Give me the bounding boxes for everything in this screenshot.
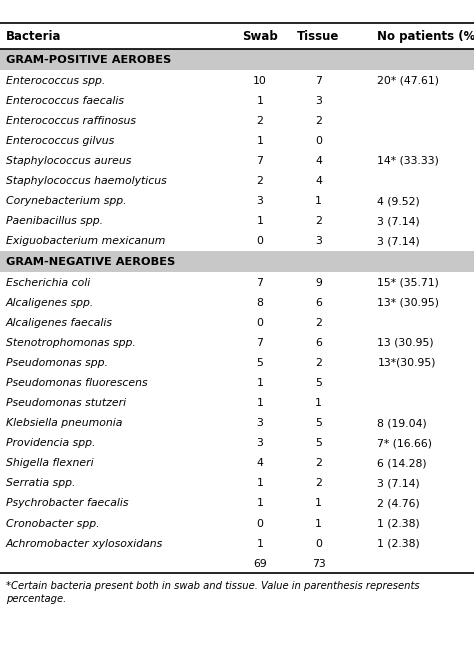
Text: 5: 5	[256, 358, 263, 368]
Text: Psychrobacter faecalis: Psychrobacter faecalis	[6, 498, 128, 508]
Text: 3: 3	[256, 196, 263, 206]
Text: Alcaligenes faecalis: Alcaligenes faecalis	[6, 318, 113, 328]
Text: 7: 7	[256, 156, 263, 166]
Text: 2: 2	[315, 478, 322, 488]
Text: 2: 2	[315, 358, 322, 368]
Text: 1 (2.38): 1 (2.38)	[377, 518, 420, 529]
Text: Bacteria: Bacteria	[6, 30, 61, 43]
Text: 3 (7.14): 3 (7.14)	[377, 236, 420, 246]
Text: 2: 2	[315, 458, 322, 468]
Text: 10: 10	[253, 76, 267, 86]
Text: 1: 1	[256, 96, 263, 106]
Text: 20* (47.61): 20* (47.61)	[377, 76, 439, 86]
Text: 1: 1	[315, 518, 322, 529]
Text: 7: 7	[256, 278, 263, 288]
Text: 6 (14.28): 6 (14.28)	[377, 458, 427, 468]
Text: Serratia spp.: Serratia spp.	[6, 478, 75, 488]
Text: Klebsiella pneumonia: Klebsiella pneumonia	[6, 418, 122, 428]
Text: Exiguobacterium mexicanum: Exiguobacterium mexicanum	[6, 236, 165, 246]
Text: 1 (2.38): 1 (2.38)	[377, 539, 420, 549]
Text: percentage.: percentage.	[6, 594, 66, 604]
Text: Corynebacterium spp.: Corynebacterium spp.	[6, 196, 126, 206]
Text: 5: 5	[315, 418, 322, 428]
Text: Shigella flexneri: Shigella flexneri	[6, 458, 93, 468]
Text: Enterococcus gilvus: Enterococcus gilvus	[6, 136, 114, 146]
Text: *Certain bacteria present both in swab and tissue. Value in parenthesis represen: *Certain bacteria present both in swab a…	[6, 581, 419, 591]
Text: 1: 1	[315, 498, 322, 508]
Text: Swab: Swab	[242, 30, 278, 43]
Text: 69: 69	[253, 559, 267, 569]
Text: 1: 1	[256, 216, 263, 226]
Text: 0: 0	[256, 236, 263, 246]
Text: 3: 3	[315, 236, 322, 246]
Text: 2: 2	[315, 318, 322, 328]
Text: Escherichia coli: Escherichia coli	[6, 278, 90, 288]
Text: 13 (30.95): 13 (30.95)	[377, 338, 434, 348]
Text: Staphylococcus haemolyticus: Staphylococcus haemolyticus	[6, 176, 166, 186]
Text: 1: 1	[315, 196, 322, 206]
Text: 4: 4	[256, 458, 263, 468]
Text: 9: 9	[315, 278, 322, 288]
Text: Staphylococcus aureus: Staphylococcus aureus	[6, 156, 131, 166]
Text: GRAM-NEGATIVE AEROBES: GRAM-NEGATIVE AEROBES	[6, 257, 175, 267]
Text: GRAM-POSITIVE AEROBES: GRAM-POSITIVE AEROBES	[6, 55, 171, 65]
Text: Achromobacter xylosoxidans: Achromobacter xylosoxidans	[6, 539, 163, 549]
Text: 3: 3	[256, 438, 263, 448]
Text: Tissue: Tissue	[297, 30, 340, 43]
Text: 15* (35.71): 15* (35.71)	[377, 278, 439, 288]
Text: Paenibacillus spp.: Paenibacillus spp.	[6, 216, 103, 226]
Text: 7* (16.66): 7* (16.66)	[377, 438, 432, 448]
Text: 4 (9.52): 4 (9.52)	[377, 196, 420, 206]
Text: 2: 2	[256, 176, 263, 186]
Text: 1: 1	[256, 539, 263, 549]
Text: 5: 5	[315, 378, 322, 388]
Text: 1: 1	[256, 398, 263, 408]
Text: 2: 2	[315, 216, 322, 226]
Text: Pseudomonas fluorescens: Pseudomonas fluorescens	[6, 378, 147, 388]
Bar	[0, 251, 474, 272]
Bar	[0, 49, 474, 70]
Text: Stenotrophomonas spp.: Stenotrophomonas spp.	[6, 338, 136, 348]
Text: 2 (4.76): 2 (4.76)	[377, 498, 420, 508]
Text: 4: 4	[315, 176, 322, 186]
Text: 13*(30.95): 13*(30.95)	[377, 358, 436, 368]
Text: 4: 4	[315, 156, 322, 166]
Text: 3: 3	[256, 418, 263, 428]
Text: Pseudomonas spp.: Pseudomonas spp.	[6, 358, 108, 368]
Text: 8: 8	[256, 298, 263, 308]
Text: 0: 0	[256, 318, 263, 328]
Text: 7: 7	[315, 76, 322, 86]
Text: Providencia spp.: Providencia spp.	[6, 438, 95, 448]
Text: 0: 0	[256, 518, 263, 529]
Text: 1: 1	[256, 478, 263, 488]
Text: 3 (7.14): 3 (7.14)	[377, 478, 420, 488]
Text: No patients (%): No patients (%)	[377, 30, 474, 43]
Text: 6: 6	[315, 298, 322, 308]
Text: Enterococcus raffinosus: Enterococcus raffinosus	[6, 116, 136, 126]
Text: 7: 7	[256, 338, 263, 348]
Text: 6: 6	[315, 338, 322, 348]
Text: 13* (30.95): 13* (30.95)	[377, 298, 439, 308]
Text: 5: 5	[315, 438, 322, 448]
Text: 73: 73	[311, 559, 326, 569]
Text: 2: 2	[315, 116, 322, 126]
Text: Enterococcus faecalis: Enterococcus faecalis	[6, 96, 124, 106]
Text: Pseudomonas stutzeri: Pseudomonas stutzeri	[6, 398, 126, 408]
Text: Alcaligenes spp.: Alcaligenes spp.	[6, 298, 94, 308]
Text: 3: 3	[315, 96, 322, 106]
Text: Enterococcus spp.: Enterococcus spp.	[6, 76, 105, 86]
Text: 1: 1	[256, 378, 263, 388]
Text: 8 (19.04): 8 (19.04)	[377, 418, 427, 428]
Text: Cronobacter spp.: Cronobacter spp.	[6, 518, 100, 529]
Text: 3 (7.14): 3 (7.14)	[377, 216, 420, 226]
Text: 1: 1	[315, 398, 322, 408]
Text: 0: 0	[315, 136, 322, 146]
Text: 14* (33.33): 14* (33.33)	[377, 156, 439, 166]
Text: 1: 1	[256, 498, 263, 508]
Text: 1: 1	[256, 136, 263, 146]
Text: 2: 2	[256, 116, 263, 126]
Text: 0: 0	[315, 539, 322, 549]
